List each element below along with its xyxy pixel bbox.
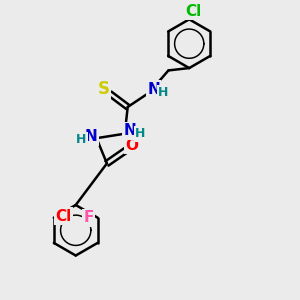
Text: N: N [85,129,98,144]
Text: H: H [135,127,146,140]
Text: N: N [147,82,160,97]
Text: N: N [124,123,136,138]
Text: H: H [76,133,86,146]
Text: Cl: Cl [186,4,202,19]
Text: F: F [83,210,94,225]
Text: Cl: Cl [55,209,71,224]
Text: H: H [158,86,169,99]
Text: O: O [125,138,138,153]
Text: S: S [98,80,110,98]
